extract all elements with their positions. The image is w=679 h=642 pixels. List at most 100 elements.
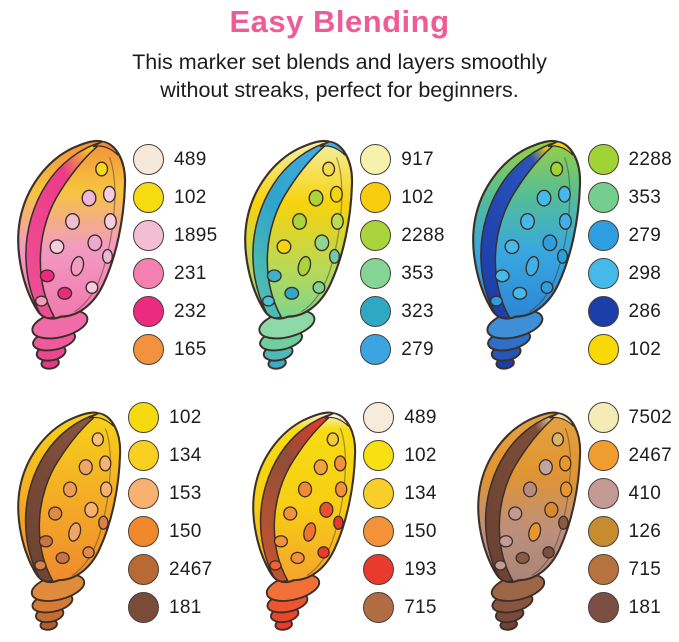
subtitle-line-2: without streaks, perfect for beginners. [160, 78, 519, 102]
shell-spot [102, 185, 116, 203]
swatch-row: 232 [133, 296, 217, 327]
shell-spot [489, 295, 503, 307]
shell-illustration-yellow-red-shell [252, 411, 357, 631]
swatch-row: 2467 [587, 440, 672, 471]
shell-grid-row-bottom: 102 134 153 150 2467 181 489 102 134 150 193 715 750… [0, 398, 679, 633]
shell-spot [538, 459, 553, 476]
swatch-color-circle [128, 402, 159, 433]
marker-combo-panel-yellow-red-shell: 489 102 134 150 193 715 [242, 398, 437, 633]
shell-spot [539, 280, 553, 294]
swatch-row: 2467 [128, 554, 212, 585]
swatch-row: 279 [587, 220, 672, 251]
shell-spot [284, 286, 300, 300]
shell-spot [303, 522, 317, 542]
shell-spot [65, 212, 80, 230]
swatch-code-label: 102 [174, 186, 207, 208]
marker-combo-panel-brown-tan-shell: 7502 2467 410 126 715 181 [467, 398, 672, 633]
swatch-code-label: 489 [404, 406, 437, 428]
shell-illustration-green-blue-shell [471, 139, 581, 370]
shell-spot [57, 286, 73, 300]
shell-spot [62, 481, 78, 498]
swatch-color-circle [587, 554, 619, 585]
shell-spot [527, 522, 541, 542]
shell-spot [48, 506, 63, 521]
swatch-color-circle [363, 402, 395, 433]
swatch-color-circle [128, 554, 159, 585]
shell-spot [283, 506, 298, 521]
marker-combo-panel-yellow-orange-brown-shell: 102 134 153 150 2467 181 [7, 398, 212, 633]
swatch-color-circle [360, 334, 392, 365]
swatch-code-label: 102 [628, 338, 662, 360]
swatch-color-circle [128, 440, 159, 471]
shell-spot [515, 551, 530, 565]
swatch-row: 165 [133, 334, 217, 365]
swatch-code-label: 153 [169, 482, 202, 504]
swatch-code-label: 279 [628, 224, 662, 246]
swatch-row: 917 [360, 144, 444, 175]
swatch-code-label: 193 [404, 558, 437, 580]
marker-combo-panel-pink-orange-shell: 489 102 1895 231 232 165 [7, 134, 217, 372]
shell-illustration-yellow-green-blue-shell [244, 139, 354, 370]
shell-illustration-pink-orange-shell [17, 139, 127, 370]
swatch-code-label: 134 [404, 482, 437, 504]
swatch-list: 489 102 134 150 193 715 [363, 402, 437, 630]
swatch-color-circle [587, 296, 619, 327]
shell-spot [81, 189, 97, 207]
shell-lip-stripe [24, 412, 100, 583]
swatch-code-label: 1895 [174, 224, 218, 246]
shell-spot [82, 546, 95, 559]
swatch-code-label: 231 [174, 262, 207, 284]
swatch-code-label: 298 [628, 262, 662, 284]
shell-spot [558, 212, 572, 230]
shell-spot [557, 185, 571, 203]
swatch-row: 134 [363, 478, 437, 509]
shell-tip [548, 412, 574, 427]
shell-spot [49, 239, 65, 255]
shell-spot [335, 481, 348, 498]
shell-spot [98, 515, 109, 530]
shell-lip-stripe [479, 140, 558, 319]
shell-spot [559, 481, 572, 498]
shell-spot [34, 295, 48, 307]
shell-spot [39, 269, 55, 283]
swatch-row: 153 [128, 478, 212, 509]
swatch-code-label: 917 [401, 148, 434, 170]
swatch-row: 150 [363, 516, 437, 547]
marker-combo-panel-green-blue-shell: 2288 353 279 298 286 102 [462, 134, 672, 372]
shell-spot [322, 161, 336, 177]
shell-spot [541, 546, 555, 559]
swatch-color-circle [587, 220, 619, 251]
shell-spot [525, 255, 539, 277]
shell-tip [324, 412, 350, 427]
swatch-color-circle [587, 144, 619, 175]
page-title: Easy Blending [229, 4, 450, 39]
shell-lip-stripe [25, 140, 104, 319]
shell-spot [269, 560, 282, 571]
swatch-code-label: 410 [628, 482, 662, 504]
swatch-code-label: 232 [174, 300, 207, 322]
shell-spot [95, 161, 109, 177]
swatch-row: 489 [133, 144, 217, 175]
swatch-code-label: 126 [628, 520, 662, 542]
swatch-row: 279 [360, 334, 444, 365]
swatch-color-circle [363, 440, 395, 471]
shell-lip-stripe [484, 412, 560, 583]
swatch-row: 7502 [587, 402, 672, 433]
swatch-color-circle [363, 554, 395, 585]
swatch-color-circle [587, 478, 619, 509]
swatch-list: 2288 353 279 298 286 102 [587, 144, 672, 372]
shell-spot [334, 455, 347, 472]
shell-spot [511, 286, 527, 300]
swatch-code-label: 2467 [628, 444, 672, 466]
shell-spot [543, 501, 558, 518]
shell-spot [504, 239, 519, 255]
swatch-color-circle [133, 144, 164, 175]
shell-spot [312, 280, 326, 294]
swatch-color-circle [360, 258, 392, 289]
swatch-list: 102 134 153 150 2467 181 [128, 402, 212, 630]
shell-grid-row-top: 489 102 1895 231 232 165 917 102 2288 353 323 279 22… [0, 134, 679, 372]
swatch-row: 193 [363, 554, 437, 585]
swatch-code-label: 323 [401, 300, 434, 322]
shell-spot [557, 515, 569, 530]
